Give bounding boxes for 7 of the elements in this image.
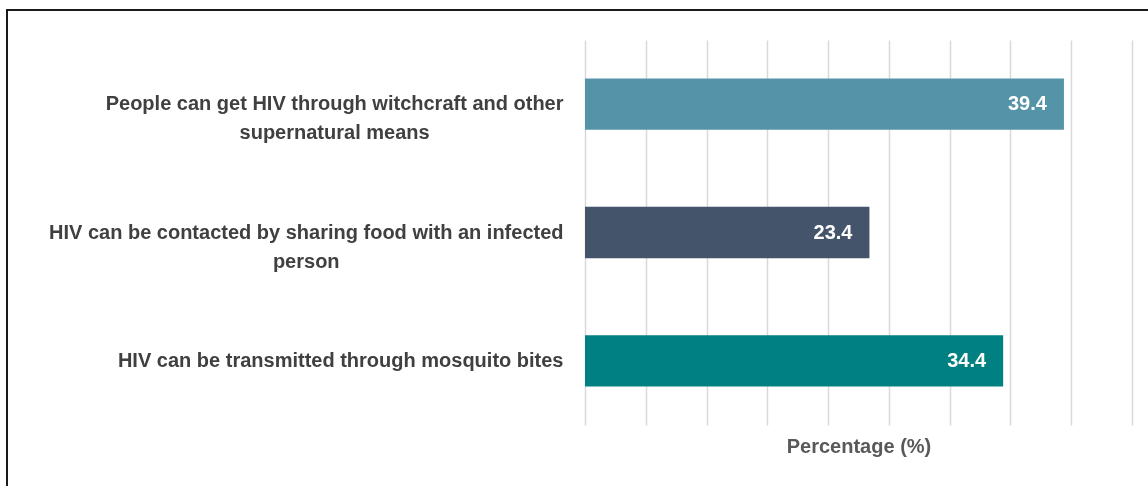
data-label: 39.4	[1007, 92, 1048, 115]
y-tick-label: People can get HIV through witchcraft and other supernatural means	[105, 92, 564, 144]
data-label: 23.4	[813, 220, 854, 243]
data-label: 34.4	[947, 348, 988, 371]
y-tick-label: HIV can be contacted by sharing food with an infected person	[48, 220, 564, 272]
x-axis-title: Percentage (%)	[786, 434, 932, 457]
y-tick-label: HIV can be transmitted through mosquito bites	[117, 348, 564, 371]
